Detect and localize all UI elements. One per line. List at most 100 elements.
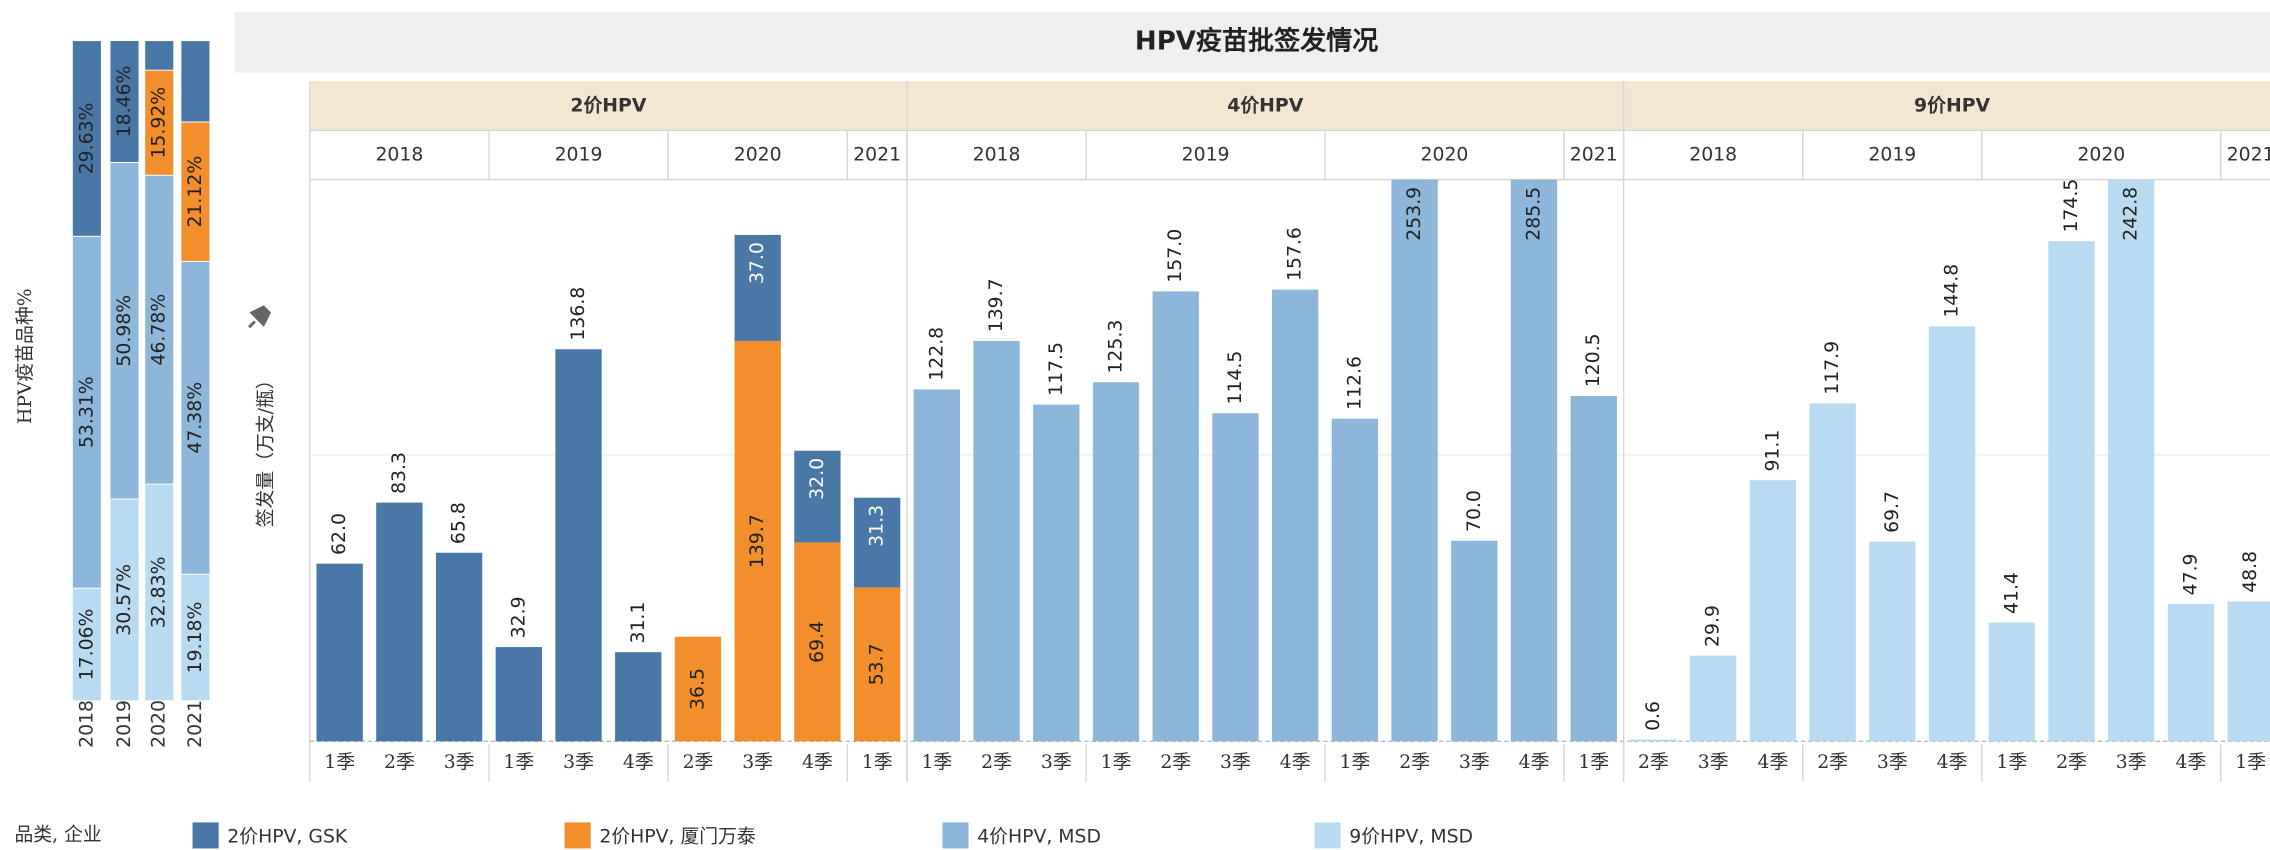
data-label: 31.1: [628, 602, 649, 644]
data-label: 0.6: [1643, 701, 1664, 731]
bar: [495, 647, 542, 742]
x-tick-label: 2021: [185, 700, 206, 748]
x-tick-label: 2季: [2056, 751, 2087, 773]
data-label: 32.0: [807, 458, 828, 500]
x-tick-label: 1季: [2235, 751, 2266, 773]
group-label: 9价HPV: [1914, 94, 1990, 116]
bar: [1988, 622, 2035, 742]
bar-segment: [180, 121, 211, 262]
bar-segment: [144, 40, 175, 71]
x-tick-label: 1季: [862, 751, 893, 773]
group-header-bg: [309, 81, 2270, 131]
group-label: 4价HPV: [1227, 94, 1303, 116]
legend-label: 2价HPV, GSK: [227, 826, 348, 847]
bar-segment: [109, 40, 140, 163]
bar: [1869, 541, 1916, 742]
data-label: 83.3: [389, 452, 410, 494]
x-tick-label: 2020: [149, 700, 170, 748]
bar: [2048, 241, 2095, 742]
data-label: 144.8: [1942, 264, 1963, 318]
data-label: 69.7: [1882, 491, 1903, 533]
bar: [1570, 395, 1617, 742]
legend-swatch: [192, 822, 219, 849]
x-tick-label: 4季: [623, 751, 654, 773]
bar-segment: [180, 40, 211, 123]
bar: [1630, 739, 1677, 742]
legend-label: 2价HPV, 厦门万泰: [599, 825, 756, 847]
data-label: 117.5: [1046, 342, 1067, 396]
bar: [1092, 382, 1140, 742]
x-tick-label: 2季: [384, 751, 415, 773]
bar: [794, 542, 841, 742]
y-axis-label: HPV疫苗品种%: [14, 288, 36, 424]
bar: [853, 587, 901, 742]
year-label: 2021: [2227, 145, 2270, 166]
bar: [1033, 404, 1080, 742]
x-tick-label: 3季: [444, 751, 475, 773]
year-label: 2020: [1421, 145, 1469, 166]
year-label: 2018: [375, 145, 423, 166]
bar: [435, 552, 483, 742]
x-tick-label: 1季: [1339, 751, 1370, 773]
data-label: 29.63%: [76, 103, 97, 175]
group-label: 2价HPV: [570, 94, 646, 116]
x-tick-label: 4季: [1280, 751, 1311, 773]
year-label: 2020: [2077, 145, 2125, 166]
bar: [1331, 418, 1379, 742]
bar: [794, 450, 841, 543]
legend-label: 9价HPV, MSD: [1349, 826, 1473, 847]
data-label: 253.9: [1404, 187, 1425, 241]
x-tick-label: 2季: [1160, 751, 1191, 773]
x-tick-label: 1季: [1101, 751, 1132, 773]
x-tick-label: 3季: [1041, 751, 1072, 773]
bar-segment: [71, 235, 102, 589]
data-label: 91.1: [1762, 430, 1783, 472]
x-tick-label: 1季: [1996, 751, 2027, 773]
data-label: 117.9: [1822, 341, 1843, 395]
x-tick-label: 1季: [503, 751, 534, 773]
bar-segment: [144, 174, 175, 485]
bar: [973, 340, 1020, 742]
legend-swatch: [942, 822, 969, 849]
data-label: 19.18%: [185, 602, 206, 674]
pin-icon: [247, 305, 272, 329]
data-label: 41.4: [2001, 572, 2022, 614]
data-label: 15.92%: [149, 87, 170, 159]
year-label: 2019: [555, 145, 603, 166]
x-tick-label: 3季: [1698, 751, 1729, 773]
bar: [674, 636, 722, 742]
year-label: 2019: [1868, 145, 1916, 166]
year-label: 2018: [1689, 145, 1737, 166]
bar: [1391, 179, 1438, 742]
data-label: 50.98%: [114, 295, 135, 367]
x-tick-label: 2季: [981, 751, 1012, 773]
data-label: 157.6: [1285, 227, 1306, 281]
bar: [1152, 291, 1199, 742]
data-label: 65.8: [449, 502, 470, 544]
x-tick-label: 2季: [1399, 751, 1430, 773]
data-label: 114.5: [1225, 351, 1246, 405]
bar-segment: [71, 587, 102, 702]
data-label: 48.8: [2240, 551, 2261, 593]
x-tick-label: 3季: [1459, 751, 1490, 773]
data-label: 139.7: [986, 278, 1007, 332]
year-label: 2021: [1570, 145, 1618, 166]
x-tick-label: 3季: [2116, 751, 2147, 773]
year-label: 2021: [853, 145, 901, 166]
bar: [734, 340, 781, 742]
bar: [2167, 604, 2215, 742]
data-label: 174.5: [2061, 179, 2082, 233]
x-tick-label: 3季: [1220, 751, 1251, 773]
data-label: 53.7: [867, 643, 888, 685]
bar: [734, 234, 781, 341]
data-label: 139.7: [747, 514, 768, 568]
year-label: 2019: [1182, 145, 1230, 166]
x-tick-label: 2019: [114, 700, 135, 748]
chart-title: HPV疫苗批签发情况: [1135, 26, 1378, 57]
x-tick-label: 4季: [802, 751, 833, 773]
bar: [853, 497, 901, 588]
x-tick-label: 3季: [563, 751, 594, 773]
x-tick-label: 3季: [1877, 751, 1908, 773]
data-label: 53.31%: [76, 376, 97, 448]
